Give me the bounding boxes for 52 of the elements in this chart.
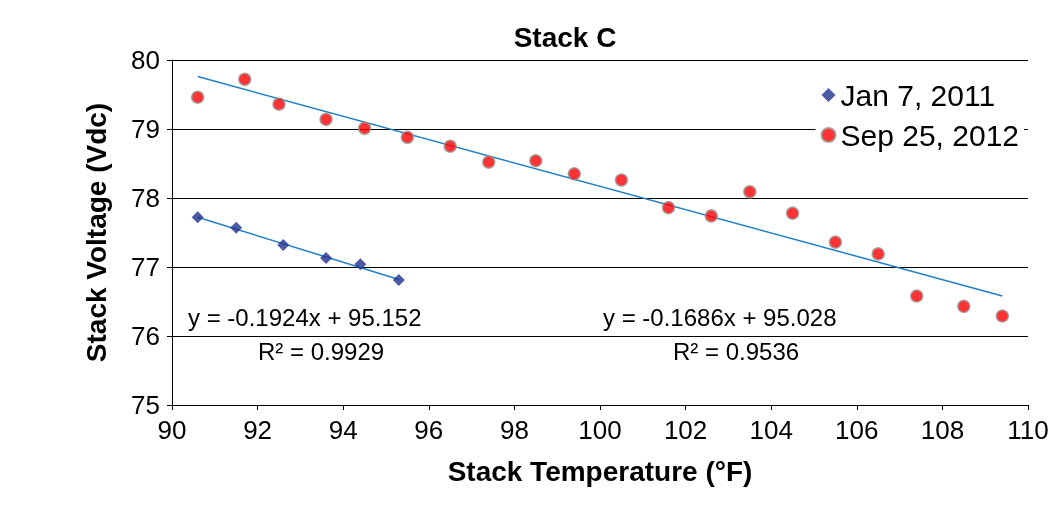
point <box>320 252 333 265</box>
x-tick-label: 90 <box>157 415 187 445</box>
point <box>277 238 290 251</box>
y-tick-label: 76 <box>131 321 160 351</box>
point <box>354 258 367 271</box>
point <box>828 235 843 249</box>
point <box>392 274 405 287</box>
point <box>785 206 800 220</box>
point <box>661 200 676 215</box>
point <box>230 221 243 234</box>
x-tick-label: 110 <box>1007 415 1049 445</box>
annotation: y = -0.1686x + 95.028 <box>603 303 837 331</box>
x-tick-label: 100 <box>578 415 622 445</box>
point <box>357 121 372 136</box>
point <box>191 211 204 224</box>
point <box>190 90 205 105</box>
point <box>909 289 924 303</box>
point <box>743 185 757 199</box>
annotation: y = -0.1924x + 95.152 <box>188 303 422 331</box>
point <box>567 167 582 181</box>
chart-title: Stack C <box>513 21 617 53</box>
y-axis-title: Stack Voltage (Vdc) <box>80 102 112 363</box>
legend-label: Sep 25, 2012 <box>840 118 1020 152</box>
x-tick-label: 106 <box>835 415 879 445</box>
point <box>957 299 971 314</box>
x-axis-title: Stack Temperature (°F) <box>447 455 753 487</box>
x-tick-label: 94 <box>328 415 358 445</box>
x-tick-label: 96 <box>414 415 444 445</box>
point <box>871 247 885 261</box>
point <box>529 153 543 168</box>
x-tick-label: 102 <box>663 415 708 445</box>
point <box>272 97 286 111</box>
point <box>238 72 252 87</box>
legend-label: Jan 7, 2011 <box>840 78 996 112</box>
x-tick-label: 92 <box>243 415 273 445</box>
y-tick-label: 80 <box>131 45 160 75</box>
point <box>319 112 333 127</box>
x-tick-label: 104 <box>749 415 793 445</box>
y-tick-label: 78 <box>131 183 160 213</box>
x-tick-label: 98 <box>499 415 529 445</box>
y-tick-label: 75 <box>131 390 160 420</box>
point <box>443 139 457 153</box>
point <box>400 130 415 145</box>
point <box>995 309 1010 323</box>
annotation: R² = 0.9929 <box>258 337 385 365</box>
point <box>614 173 629 187</box>
point <box>704 209 719 223</box>
y-tick-label: 77 <box>131 252 160 282</box>
annotation: R² = 0.9536 <box>673 337 800 365</box>
y-tick-label: 79 <box>131 114 160 144</box>
x-tick-label: 108 <box>920 415 965 445</box>
point <box>481 155 496 169</box>
